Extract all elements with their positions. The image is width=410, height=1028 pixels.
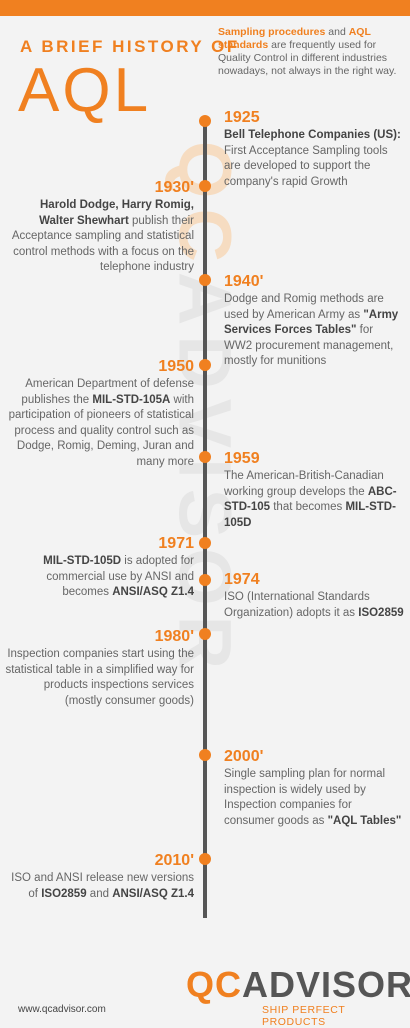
timeline-description: American Department of defense publishes… [5, 377, 194, 470]
timeline-description: Inspection companies start using the sta… [5, 647, 194, 709]
timeline-description: The American-British-Canadian working gr… [224, 469, 402, 531]
timeline-year: 2000' [224, 748, 264, 765]
timeline-description: ISO and ANSI release new versions of ISO… [5, 871, 194, 902]
timeline-entry-1971: 1971 MIL-STD-105D is adopted for commerc… [5, 534, 194, 601]
timeline-description-bold: ISO2859 [41, 887, 87, 900]
timeline-year: 1980' [154, 628, 194, 645]
timeline-description-bold: Harold Dodge, Harry Romig, Walter Shewha… [39, 199, 194, 227]
timeline-dot [199, 853, 211, 865]
timeline-entry-1980: 1980' Inspection companies start using t… [5, 627, 194, 709]
timeline-dot [199, 574, 211, 586]
timeline-description-bold: ANSI/ASQ Z1.4 [112, 887, 194, 900]
timeline-description-text: First Acceptance Sampling tools are deve… [224, 144, 388, 188]
timeline-description-text: ISO and ANSI release new versions of [11, 872, 194, 900]
logo-qc: QC [186, 964, 242, 1005]
timeline-description-text: is adopted for commercial use by ANSI an… [46, 555, 194, 598]
timeline-dot [199, 359, 211, 371]
timeline-description-text: Inspection companies start using the sta… [5, 648, 194, 707]
timeline-description-text: Dodge and Romig methods are used by Amer… [224, 293, 384, 321]
timeline-description-bold: "AQL Tables" [327, 814, 402, 827]
timeline-description-text: ISO (International Standards Organizatio… [224, 591, 370, 619]
page-title: AQL [18, 56, 152, 125]
intro-text-2: are frequently used for Quality Control … [218, 39, 397, 77]
intro-highlight-sampling: Sampling procedures [218, 26, 326, 38]
timeline-year: 1940' [224, 273, 264, 290]
timeline-entry-2010: 2010' ISO and ANSI release new versions … [5, 851, 194, 902]
timeline-entry-1974: 1974 ISO (International Standards Organi… [224, 570, 408, 621]
timeline-entry-1959: 1959 The American-British-Canadian worki… [224, 449, 402, 531]
timeline-description-text: American Department of defense publishes… [21, 378, 194, 406]
timeline-description-bold: Bell Telephone Companies (US): [224, 129, 401, 141]
timeline-entry-1930: 1930' Harold Dodge, Harry Romig, Walter … [5, 178, 194, 276]
timeline-description-text: for WW2 procurement management, mostly f… [224, 324, 394, 367]
timeline-dot [199, 749, 211, 761]
timeline-line [203, 118, 207, 918]
timeline-description-bold: ANSI/ASQ Z1.4 [112, 586, 194, 598]
timeline-year: 1925 [224, 109, 260, 126]
timeline-description-text: and [86, 887, 113, 900]
website-url: www.qcadvisor.com [18, 1004, 106, 1015]
timeline-description: Single sampling plan for normal inspecti… [224, 767, 402, 829]
timeline-year: 1950 [158, 358, 194, 375]
intro-text-1: and [325, 26, 349, 38]
timeline-entry-1950: 1950 American Department of defense publ… [5, 357, 194, 470]
timeline-dot [199, 628, 211, 640]
timeline-description-text: Single sampling plan for normal inspecti… [224, 768, 386, 827]
timeline-dot [199, 537, 211, 549]
timeline-dot [199, 451, 211, 463]
timeline-description-text: that becomes [270, 501, 346, 513]
timeline-year: 1959 [224, 450, 260, 467]
intro-highlight-aql: AQL standards [218, 26, 371, 51]
timeline-year: 2010' [154, 852, 194, 869]
timeline-description: ISO (International Standards Organizatio… [224, 590, 408, 621]
timeline-description-bold: MIL-STD-105D [43, 555, 122, 567]
timeline-year: 1974 [224, 571, 260, 588]
timeline-year: 1971 [158, 535, 194, 552]
timeline-description-text: The American-British-Canadian working gr… [224, 470, 384, 498]
timeline-year: 1930' [154, 179, 194, 196]
timeline-description-bold: "Army Services Forces Tables" [224, 308, 399, 337]
timeline-description-bold: ISO2859 [358, 606, 404, 619]
timeline-entry-2000: 2000' Single sampling plan for normal in… [224, 747, 402, 829]
timeline-description: Harold Dodge, Harry Romig, Walter Shewha… [5, 198, 194, 276]
timeline-description-bold: ABC-STD-105 [224, 485, 397, 514]
timeline-entry-1940: 1940' Dodge and Romig methods are used b… [224, 272, 402, 370]
timeline-dot [199, 180, 211, 192]
timeline-description: Dodge and Romig methods are used by Amer… [224, 292, 402, 370]
timeline-description-text: with participation of pioneers of statis… [8, 393, 194, 468]
qcadvisor-logo: QCADVISOR [186, 967, 410, 1003]
timeline-description: MIL-STD-105D is adopted for commercial u… [5, 554, 194, 601]
intro-text: Sampling procedures and AQL standards ar… [218, 26, 402, 78]
timeline-dot [199, 115, 211, 127]
page-subtitle: A BRIEF HISTORY OF [20, 37, 240, 56]
logo-tagline: SHIP PERFECT PRODUCTS [262, 1004, 346, 1028]
timeline-description-text: publish their Acceptance sampling and st… [11, 214, 194, 274]
timeline-dot [199, 274, 211, 286]
timeline-description-bold: MIL-STD-105D [224, 501, 396, 529]
timeline-description-bold: MIL-STD-105A [92, 393, 171, 406]
logo-advisor: ADVISOR [242, 964, 410, 1005]
top-accent-bar [0, 0, 410, 16]
timeline-description: Bell Telephone Companies (US): First Acc… [224, 128, 404, 190]
timeline-entry-1925: 1925 Bell Telephone Companies (US): Firs… [224, 108, 404, 190]
